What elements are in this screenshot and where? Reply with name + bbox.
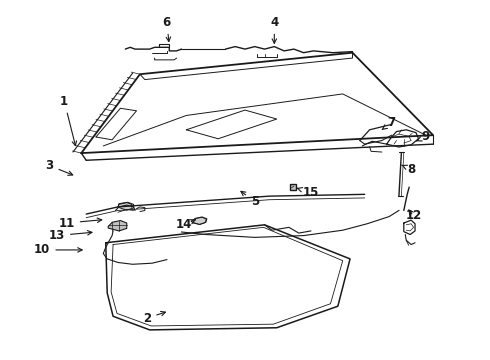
Polygon shape	[118, 202, 134, 210]
Text: 8: 8	[402, 163, 415, 176]
Text: 15: 15	[297, 186, 319, 199]
Text: 5: 5	[241, 192, 259, 208]
Text: 4: 4	[270, 16, 278, 43]
Polygon shape	[108, 221, 127, 231]
Text: 7: 7	[382, 116, 395, 130]
Text: 11: 11	[58, 216, 102, 230]
Text: 6: 6	[163, 16, 171, 41]
Polygon shape	[193, 217, 206, 225]
Text: 12: 12	[405, 210, 422, 222]
Text: 2: 2	[143, 311, 166, 325]
Text: 14: 14	[176, 218, 195, 231]
Text: 3: 3	[46, 159, 73, 175]
Text: 9: 9	[416, 130, 430, 144]
Text: 1: 1	[60, 95, 76, 146]
Text: 13: 13	[49, 229, 92, 242]
Text: 10: 10	[34, 243, 82, 256]
